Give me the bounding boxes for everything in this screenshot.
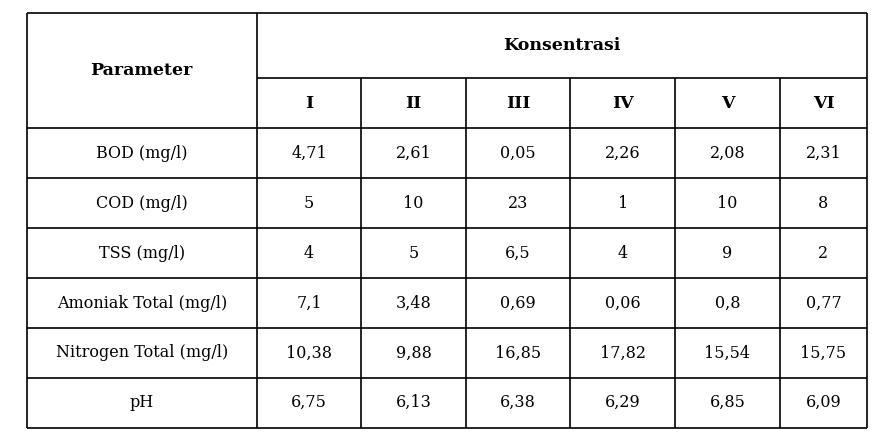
Text: Parameter: Parameter [90,62,193,79]
Text: 2,26: 2,26 [605,145,641,162]
Text: 5: 5 [409,245,418,262]
Text: 4: 4 [618,245,628,262]
Text: III: III [506,95,530,112]
Text: Konsentrasi: Konsentrasi [503,37,620,54]
Text: V: V [721,95,734,112]
Text: 23: 23 [508,195,528,212]
Text: 17,82: 17,82 [600,344,645,362]
Text: Amoniak Total (mg/l): Amoniak Total (mg/l) [56,295,227,311]
Text: 2,08: 2,08 [710,145,746,162]
Text: 16,85: 16,85 [495,344,541,362]
Text: 6,09: 6,09 [805,394,841,411]
Text: 6,29: 6,29 [605,394,641,411]
Text: 0,77: 0,77 [805,295,841,311]
Text: VI: VI [813,95,834,112]
Text: 5: 5 [304,195,314,212]
Text: IV: IV [612,95,634,112]
Text: 0,06: 0,06 [605,295,641,311]
Text: 4: 4 [304,245,314,262]
Text: I: I [305,95,313,112]
Text: 7,1: 7,1 [296,295,322,311]
Text: 0,05: 0,05 [501,145,536,162]
Text: 10: 10 [403,195,424,212]
Text: 2: 2 [818,245,829,262]
Text: 2,31: 2,31 [805,145,841,162]
Text: pH: pH [130,394,154,411]
Text: 3,48: 3,48 [396,295,432,311]
Text: 6,38: 6,38 [501,394,536,411]
Text: II: II [406,95,422,112]
Text: 9: 9 [722,245,732,262]
Text: 6,85: 6,85 [710,394,746,411]
Text: 0,8: 0,8 [714,295,740,311]
Text: 15,54: 15,54 [704,344,750,362]
Text: 6,5: 6,5 [505,245,531,262]
Text: TSS (mg/l): TSS (mg/l) [98,245,185,262]
Text: 9,88: 9,88 [396,344,432,362]
Text: 0,69: 0,69 [501,295,536,311]
Text: 2,61: 2,61 [396,145,432,162]
Text: 8: 8 [818,195,829,212]
Text: COD (mg/l): COD (mg/l) [96,195,188,212]
Text: BOD (mg/l): BOD (mg/l) [96,145,188,162]
Text: 6,75: 6,75 [291,394,327,411]
Text: 6,13: 6,13 [396,394,432,411]
Text: 1: 1 [618,195,628,212]
Text: 10,38: 10,38 [286,344,332,362]
Text: 10: 10 [717,195,738,212]
Text: Nitrogen Total (mg/l): Nitrogen Total (mg/l) [55,344,228,362]
Text: 4,71: 4,71 [291,145,327,162]
Text: 15,75: 15,75 [800,344,847,362]
